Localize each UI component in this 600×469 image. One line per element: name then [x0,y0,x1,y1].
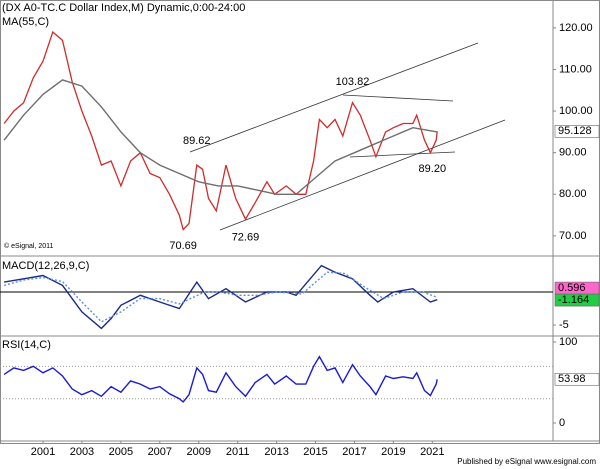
series-line [3,264,438,330]
x-tick-label: 2021 [420,446,444,458]
triangle-lower [349,151,456,158]
last-value-label: -1.164 [558,294,589,306]
x-tick-label: 2009 [186,446,210,458]
annotation: 89.20 [419,163,447,175]
series-line [3,355,438,403]
y-tick-label: 110.00 [559,63,592,75]
triangle-upper [342,94,454,102]
x-tick-label: 2019 [381,446,405,458]
legend-entry: MA(55,C) [2,16,49,28]
y-tick-label: 0 [559,417,565,429]
y-tick-label: 90.00 [559,147,587,159]
frame [0,0,600,444]
y-tick-label: 120.00 [559,22,593,34]
annotation: 72.69 [232,232,260,244]
last-value-label: 0.596 [558,282,586,294]
channel-lower [219,119,506,231]
panel-title: (DX A0-TC.C Dollar Index,M) Dynamic,0:00… [2,2,245,14]
last-value-label: 53.98 [558,373,586,385]
x-tick-label: 2017 [342,446,366,458]
last-value-box [554,293,600,307]
x-tick-label: 2011 [226,446,250,458]
panel-title: RSI(14,C) [2,339,51,351]
x-tick-label: 2015 [303,446,327,458]
annotation: 70.69 [169,240,197,252]
y-tick-label: 100.00 [559,105,593,117]
last-value-box [554,372,600,386]
x-tick-label: 2013 [264,446,288,458]
last-value-box [554,125,600,138]
series-line [3,79,438,195]
x-tick-label: 2003 [70,446,94,458]
copyright: © eSignal, 2011 [4,242,54,250]
y-tick-label: 70.00 [559,230,587,242]
trend-lines [189,42,506,231]
channel-upper [189,42,479,153]
x-tick-label: 2005 [109,446,133,458]
x-tick-label: 2007 [148,446,172,458]
annotation: 89.62 [183,135,211,147]
y-tick-label: 80.00 [559,188,587,200]
series-line [3,30,438,231]
panel-title: MACD(12,26,9,C) [2,260,89,272]
series-line [3,271,438,323]
annotation: 103.82 [336,76,370,88]
y-tick-label: 100 [559,336,577,348]
footer: Published by eSignal www.esignal.com [457,457,596,466]
y-tick-label: -5 [559,319,569,331]
last-value-label: 95.128 [558,125,592,137]
x-tick-label: 2001 [31,446,55,458]
